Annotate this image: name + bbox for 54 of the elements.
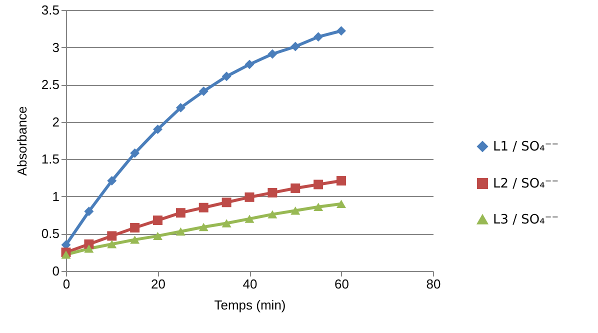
point bbox=[336, 26, 346, 36]
point bbox=[153, 232, 162, 240]
point bbox=[222, 72, 232, 82]
y-tick-label: 1.5 bbox=[41, 152, 60, 167]
y-tick-label: 2 bbox=[52, 114, 60, 130]
legend-label: L1 / SO₄⁻⁻ bbox=[493, 140, 559, 154]
point bbox=[84, 244, 94, 253]
y-tick-label: 0 bbox=[52, 264, 60, 278]
point bbox=[244, 192, 254, 202]
y-tick-label: 1 bbox=[52, 188, 60, 204]
point bbox=[336, 176, 346, 186]
y-tick-label: 3 bbox=[52, 40, 60, 55]
point bbox=[176, 227, 186, 236]
x-tick-label: 20 bbox=[151, 276, 166, 292]
point bbox=[107, 176, 117, 186]
y-tick-label: 3.5 bbox=[41, 2, 60, 18]
point bbox=[107, 240, 117, 248]
point bbox=[336, 200, 346, 208]
point bbox=[268, 188, 278, 198]
point bbox=[130, 236, 140, 244]
x-axis-title: Temps (min) bbox=[214, 298, 286, 312]
point bbox=[153, 216, 162, 226]
point bbox=[198, 222, 208, 232]
point bbox=[222, 198, 232, 208]
point bbox=[222, 219, 232, 228]
point bbox=[268, 49, 278, 59]
point bbox=[314, 32, 324, 42]
legend-label: L2 / SO₄⁻⁻ bbox=[493, 176, 559, 192]
point bbox=[130, 148, 140, 158]
point bbox=[290, 42, 300, 52]
legend-label: L3 / SO₄⁻⁻ bbox=[493, 212, 559, 228]
point bbox=[198, 202, 208, 212]
point bbox=[107, 231, 117, 241]
x-tick-label: 60 bbox=[334, 276, 349, 292]
point bbox=[244, 214, 254, 223]
point bbox=[268, 210, 278, 218]
point bbox=[290, 183, 300, 193]
point bbox=[153, 124, 162, 134]
point bbox=[314, 202, 324, 211]
point bbox=[176, 102, 186, 112]
point bbox=[198, 86, 208, 96]
y-axis-title: Absorbance bbox=[14, 106, 30, 176]
point bbox=[244, 60, 254, 70]
point bbox=[176, 208, 186, 218]
point bbox=[61, 250, 71, 259]
point bbox=[290, 206, 300, 215]
x-tick-label: 0 bbox=[62, 276, 70, 292]
y-tick-label: 2.5 bbox=[41, 77, 60, 92]
point bbox=[130, 223, 140, 232]
point bbox=[314, 180, 324, 190]
x-tick-label: 80 bbox=[426, 276, 441, 292]
y-tick-label: 0.5 bbox=[41, 226, 60, 242]
point bbox=[84, 206, 94, 216]
x-tick-label: 40 bbox=[242, 276, 258, 292]
